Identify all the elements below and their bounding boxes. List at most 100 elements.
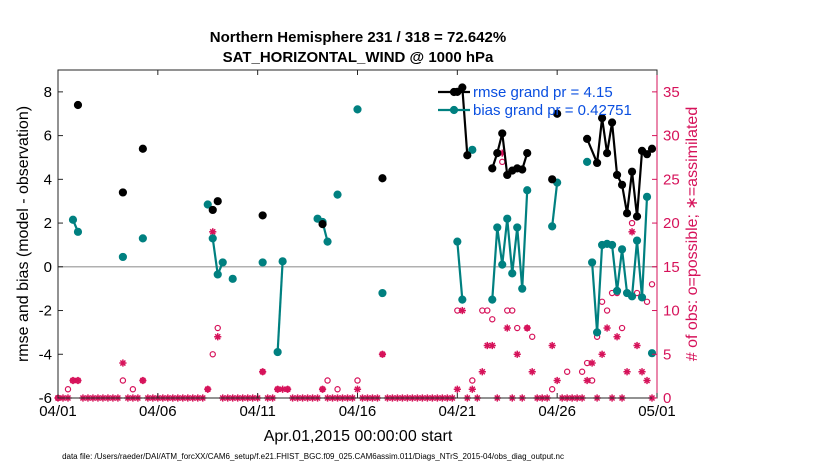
rmse-line-segment <box>586 117 648 217</box>
y-tick-label-left: -2 <box>39 303 52 320</box>
obs-assimilated-point <box>513 350 521 358</box>
y-tick-label-right: 30 <box>663 128 680 145</box>
rmse-point <box>602 148 612 158</box>
y-tick-label-right: 35 <box>663 84 680 101</box>
obs-possible-point <box>354 377 361 384</box>
rmse-point <box>647 144 657 153</box>
data-file-footer: data file: /Users/raeder/DAI/ATM_forcXX/… <box>62 452 564 461</box>
obs-possible-point <box>119 377 127 384</box>
bias-point <box>503 214 512 223</box>
rmse-point <box>378 174 387 183</box>
obs-assimilated-point <box>478 368 486 376</box>
obs-assimilated-point <box>633 341 641 350</box>
obs-possible-point <box>648 281 656 288</box>
bias-point <box>627 292 637 301</box>
obs-possible-point <box>334 386 341 393</box>
bias-point <box>453 237 462 246</box>
obs-assimilated-point <box>488 341 496 350</box>
rmse-point <box>463 151 472 160</box>
obs-assimilated-point <box>378 350 387 358</box>
bias-point <box>118 252 127 262</box>
obs-assimilated-point <box>528 368 536 376</box>
rmse-point <box>612 170 622 180</box>
bias-point <box>278 257 287 266</box>
y-tick-label-left: 0 <box>44 259 52 276</box>
bias-point <box>208 234 217 243</box>
obs-assimilated-point <box>548 341 556 350</box>
bias-point <box>203 200 212 209</box>
x-tick-label: 04/01 <box>39 403 77 420</box>
obs-assimilated-point <box>483 341 491 350</box>
bias-point <box>73 227 83 236</box>
obs-possible-point <box>618 324 626 332</box>
rmse-point <box>617 180 627 189</box>
bias-point <box>458 295 467 304</box>
legend-marker-rmse <box>449 87 459 97</box>
obs-assimilated-point <box>623 368 631 376</box>
obs-assimilated-point <box>643 376 651 385</box>
obs-possible-point <box>509 307 516 314</box>
obs-possible-point <box>489 316 496 323</box>
y-axis-label-left: rmse and bias (model - observation) <box>15 106 32 362</box>
bias-point <box>258 258 267 267</box>
bias-point <box>323 237 332 246</box>
axes: 04/01 04/06 04/11 04/16 04/21 04/26 05/01 -6 -4 -… <box>39 69 680 420</box>
bias-line-segment <box>491 190 529 300</box>
bias-point <box>213 270 222 279</box>
obs-assimilated-point <box>628 228 636 236</box>
obs-possible-point <box>469 377 476 384</box>
x-tick-label: 05/01 <box>638 403 676 420</box>
obs-possible-point <box>324 377 331 384</box>
obs-assimilated-point <box>353 385 362 393</box>
rmse-point <box>318 220 327 229</box>
chart-title-line-1: Northern Hemisphere 231 / 318 = 72.642% <box>210 29 506 46</box>
x-tick-label: 04/26 <box>538 403 576 420</box>
rmse-point <box>548 175 557 184</box>
bias-point <box>228 274 237 283</box>
obs-assimilated-point <box>458 306 466 315</box>
obs-possible-point <box>529 333 536 340</box>
legend-marker-bias <box>449 105 459 115</box>
bias-point <box>583 157 592 166</box>
bias-point <box>468 145 477 154</box>
rmse-point <box>607 118 617 127</box>
bias-point <box>647 349 657 358</box>
obs-assimilated-point <box>603 324 611 332</box>
bias-line-segment <box>591 196 649 333</box>
rmse-point <box>73 100 83 110</box>
rmse-point <box>597 114 607 123</box>
obs-possible-point <box>628 219 636 227</box>
rmse-point <box>642 150 652 159</box>
obs-assimilated-point <box>214 333 222 341</box>
obs-assimilated-point <box>613 333 621 341</box>
y-tick-label-left: 4 <box>44 171 52 188</box>
plot-area <box>58 70 657 398</box>
obs-possible-point <box>64 386 72 393</box>
obs-possible-point <box>514 324 521 332</box>
bias-point <box>138 234 147 243</box>
x-tick-label: 04/16 <box>339 403 377 420</box>
rmse-point <box>523 148 532 158</box>
bias-point <box>588 258 597 267</box>
obs-assimilated-point <box>204 385 212 393</box>
obs-assimilated-point <box>139 376 147 385</box>
rmse-point <box>458 83 467 92</box>
obs-assimilated-point <box>468 385 476 393</box>
y-tick-label-left: -4 <box>39 346 52 363</box>
bias-point <box>642 192 652 201</box>
legend-label-bias: bias grand pr = 0.42751 <box>473 102 632 119</box>
obs-possible-point <box>129 386 137 393</box>
bias-point <box>378 288 387 298</box>
y-tick-label-left: -6 <box>39 390 52 407</box>
legend-label-rmse: rmse grand pr = 4.15 <box>473 84 613 101</box>
y-tick-label-right: 15 <box>663 259 680 276</box>
bias-line-segment <box>276 261 284 353</box>
bias-point <box>488 295 497 304</box>
rmse-point <box>583 134 592 143</box>
obs-possible-point <box>214 324 221 332</box>
bias-point <box>353 105 362 114</box>
x-tick-label: 04/21 <box>439 403 477 420</box>
rmse-point <box>138 144 147 153</box>
